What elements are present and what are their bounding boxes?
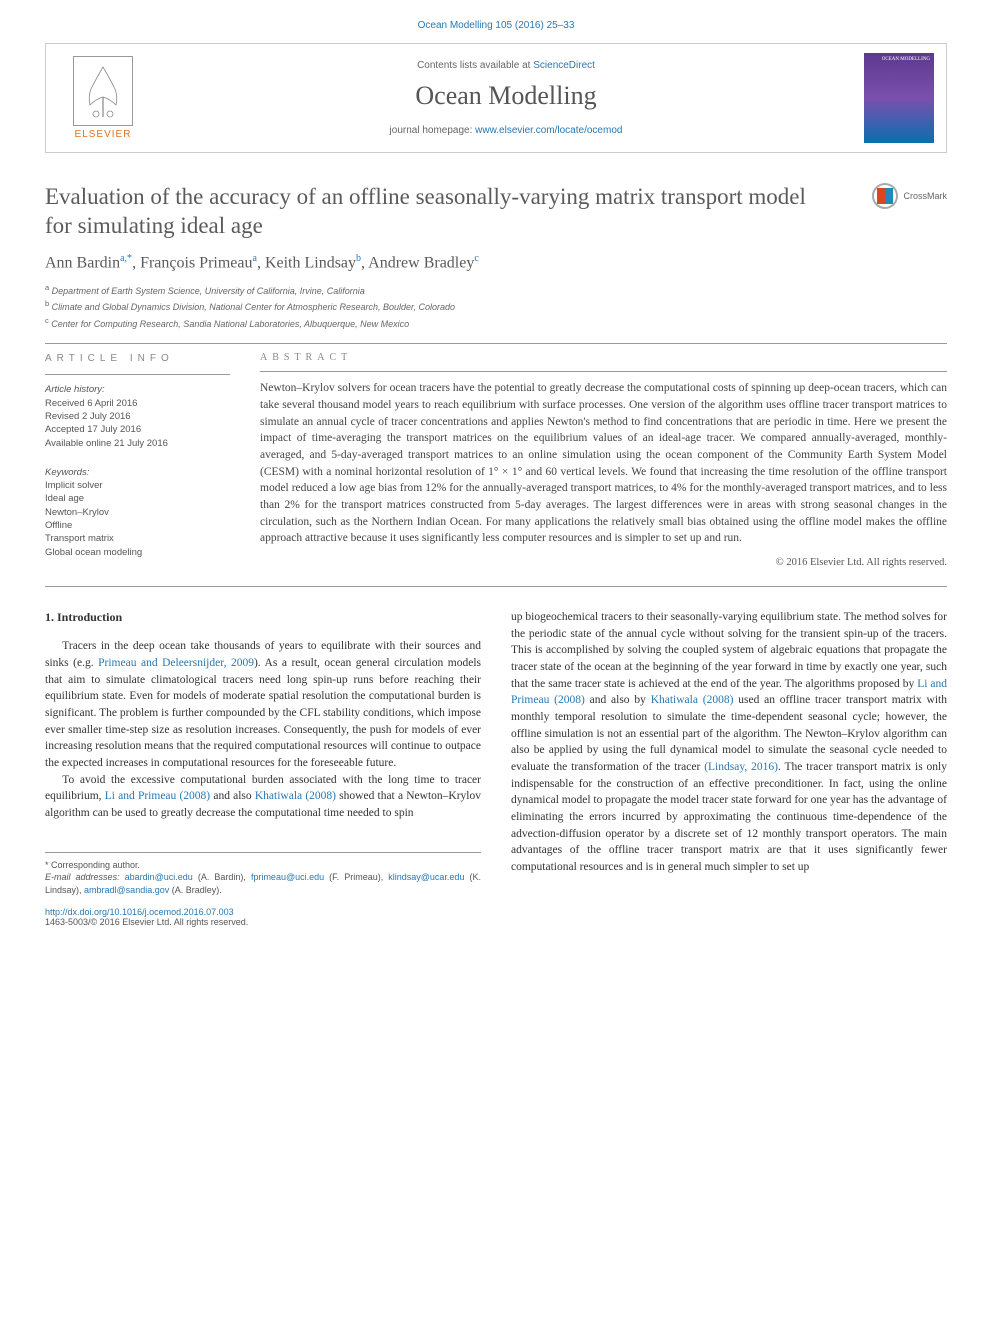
- article-info-heading: ARTICLE INFO: [45, 352, 230, 366]
- history-label: Article history:: [45, 383, 230, 396]
- abstract-copyright: © 2016 Elsevier Ltd. All rights reserved…: [260, 557, 947, 568]
- email-addresses: E-mail addresses: abardin@uci.edu (A. Ba…: [45, 871, 481, 896]
- crossmark-icon: [872, 183, 898, 209]
- intro-p1-b: ). As a result, ocean general circulatio…: [45, 657, 481, 769]
- keyword-line: Transport matrix: [45, 532, 230, 545]
- journal-cover-label: OCEAN MODELLING: [882, 57, 930, 63]
- journal-cover-thumbnail: OCEAN MODELLING: [864, 53, 934, 143]
- email-link[interactable]: abardin@uci.edu: [125, 872, 193, 882]
- journal-name: Ocean Modelling: [148, 81, 864, 111]
- cite-li-primeau-2008-a[interactable]: Li and Primeau (2008): [105, 790, 210, 802]
- email-link[interactable]: klindsay@ucar.edu: [388, 872, 464, 882]
- crossmark-badge[interactable]: CrossMark: [872, 183, 947, 209]
- keyword-line: Implicit solver: [45, 479, 230, 492]
- authors-line: Ann Bardina,*, François Primeaua, Keith …: [45, 253, 947, 272]
- affiliations: a Department of Earth System Science, Un…: [45, 282, 947, 332]
- abstract-col: ABSTRACT Newton–Krylov solvers for ocean…: [260, 352, 947, 568]
- cite-lindsay-2016[interactable]: (Lindsay, 2016): [704, 761, 778, 773]
- homepage-prefix: journal homepage:: [390, 125, 476, 136]
- doi-link[interactable]: http://dx.doi.org/10.1016/j.ocemod.2016.…: [45, 907, 234, 917]
- history-line: Revised 2 July 2016: [45, 410, 230, 423]
- sciencedirect-link[interactable]: ScienceDirect: [533, 60, 595, 71]
- doi-block: http://dx.doi.org/10.1016/j.ocemod.2016.…: [45, 907, 947, 927]
- keyword-line: Global ocean modeling: [45, 546, 230, 559]
- header-center: Contents lists available at ScienceDirec…: [148, 60, 864, 136]
- col2-c: . The tracer transport matrix is only in…: [511, 761, 947, 873]
- keyword-line: Ideal age: [45, 492, 230, 505]
- elsevier-tree-icon: [73, 56, 133, 126]
- contents-prefix: Contents lists available at: [417, 60, 533, 71]
- affiliation-line: c Center for Computing Research, Sandia …: [45, 315, 947, 332]
- intro-p1: Tracers in the deep ocean take thousands…: [45, 638, 481, 771]
- email-link[interactable]: fprimeau@uci.edu: [251, 872, 324, 882]
- keywords-label: Keywords:: [45, 466, 230, 479]
- rule-below-abstract: [45, 586, 947, 587]
- history-line: Received 6 April 2016: [45, 397, 230, 410]
- keywords-lines: Implicit solverIdeal ageNewton–KrylovOff…: [45, 479, 230, 559]
- affiliation-line: b Climate and Global Dynamics Division, …: [45, 298, 947, 315]
- col2-mid1: and also by: [585, 694, 651, 706]
- homepage-link[interactable]: www.elsevier.com/locate/ocemod: [475, 125, 622, 136]
- body-col-right: up biogeochemical tracers to their seaso…: [511, 609, 947, 897]
- corresponding-author: * Corresponding author.: [45, 859, 481, 872]
- emails-label: E-mail addresses:: [45, 872, 125, 882]
- keyword-line: Newton–Krylov: [45, 506, 230, 519]
- article-title: Evaluation of the accuracy of an offline…: [45, 183, 825, 241]
- cite-khatiwala-2008-a[interactable]: Khatiwala (2008): [255, 790, 336, 802]
- history-line: Accepted 17 July 2016: [45, 423, 230, 436]
- homepage-line: journal homepage: www.elsevier.com/locat…: [148, 125, 864, 136]
- footnote-block: * Corresponding author. E-mail addresses…: [45, 852, 481, 897]
- rule-abstract: [260, 371, 947, 372]
- contents-line: Contents lists available at ScienceDirec…: [148, 60, 864, 71]
- col2-a: up biogeochemical tracers to their seaso…: [511, 611, 947, 690]
- intro-p2: To avoid the excessive computational bur…: [45, 772, 481, 822]
- crossmark-label: CrossMark: [903, 191, 947, 201]
- article-info-col: ARTICLE INFO Article history: Received 6…: [45, 352, 230, 568]
- abstract-text: Newton–Krylov solvers for ocean tracers …: [260, 380, 947, 547]
- cite-primeau-2009[interactable]: Primeau and Deleersnijder, 2009: [98, 657, 254, 669]
- section-heading-intro: 1. Introduction: [45, 609, 481, 626]
- journal-header: ELSEVIER Contents lists available at Sci…: [45, 43, 947, 153]
- history-line: Available online 21 July 2016: [45, 437, 230, 450]
- keyword-line: Offline: [45, 519, 230, 532]
- body-col-left: 1. Introduction Tracers in the deep ocea…: [45, 609, 481, 897]
- publisher-logo-block: ELSEVIER: [58, 56, 148, 140]
- intro-p2-mid: and also: [210, 790, 255, 802]
- rule-info: [45, 374, 230, 375]
- affiliation-line: a Department of Earth System Science, Un…: [45, 282, 947, 299]
- cite-khatiwala-2008-b[interactable]: Khatiwala (2008): [651, 694, 734, 706]
- issn-copyright: 1463-5003/© 2016 Elsevier Ltd. All right…: [45, 917, 248, 927]
- email-link[interactable]: ambradl@sandia.gov: [84, 885, 169, 895]
- rule-top: [45, 343, 947, 344]
- running-head: Ocean Modelling 105 (2016) 25–33: [45, 20, 947, 31]
- elsevier-label: ELSEVIER: [75, 129, 132, 140]
- intro-col2-p: up biogeochemical tracers to their seaso…: [511, 609, 947, 876]
- abstract-heading: ABSTRACT: [260, 352, 947, 363]
- history-lines: Received 6 April 2016Revised 2 July 2016…: [45, 397, 230, 450]
